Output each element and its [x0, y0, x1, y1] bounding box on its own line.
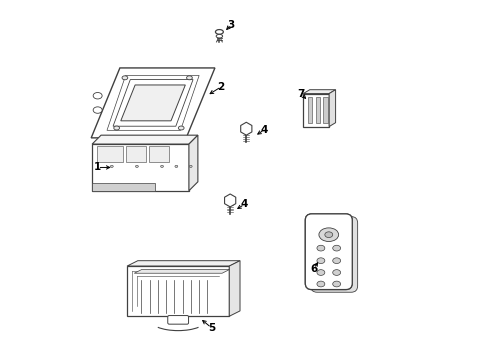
Polygon shape — [92, 135, 198, 144]
Polygon shape — [127, 261, 240, 266]
Ellipse shape — [110, 165, 113, 167]
Bar — [149, 146, 169, 162]
Polygon shape — [229, 261, 240, 316]
Ellipse shape — [189, 165, 192, 167]
Text: 4: 4 — [240, 199, 248, 210]
Polygon shape — [121, 85, 185, 121]
Ellipse shape — [160, 165, 163, 167]
Polygon shape — [303, 94, 328, 127]
Bar — [307, 97, 312, 123]
FancyBboxPatch shape — [310, 217, 357, 292]
Ellipse shape — [178, 126, 183, 130]
FancyBboxPatch shape — [167, 316, 188, 324]
Polygon shape — [303, 90, 335, 94]
Bar — [323, 97, 327, 123]
Polygon shape — [92, 144, 188, 191]
Ellipse shape — [324, 232, 332, 238]
Polygon shape — [188, 135, 198, 191]
Ellipse shape — [135, 165, 138, 167]
Ellipse shape — [216, 35, 222, 38]
Ellipse shape — [114, 126, 119, 130]
Ellipse shape — [316, 281, 324, 287]
FancyBboxPatch shape — [305, 214, 351, 289]
Ellipse shape — [93, 107, 102, 113]
Ellipse shape — [316, 245, 324, 251]
Text: 5: 5 — [207, 323, 215, 333]
Text: 7: 7 — [297, 89, 304, 99]
Ellipse shape — [122, 76, 127, 80]
Text: 4: 4 — [260, 125, 267, 135]
Polygon shape — [91, 68, 214, 138]
Text: 1: 1 — [94, 162, 101, 172]
Ellipse shape — [93, 93, 102, 99]
Bar — [92, 183, 155, 191]
Ellipse shape — [332, 258, 340, 264]
Bar — [126, 146, 145, 162]
Ellipse shape — [332, 245, 340, 251]
Ellipse shape — [316, 270, 324, 275]
Polygon shape — [134, 270, 229, 273]
Ellipse shape — [215, 30, 223, 34]
Ellipse shape — [186, 76, 192, 80]
Polygon shape — [127, 266, 229, 316]
Text: 6: 6 — [309, 264, 317, 274]
Ellipse shape — [175, 165, 178, 167]
Bar — [97, 146, 122, 162]
Ellipse shape — [332, 270, 340, 275]
Polygon shape — [328, 90, 335, 127]
Text: 3: 3 — [227, 20, 234, 30]
Ellipse shape — [332, 281, 340, 287]
FancyBboxPatch shape — [305, 214, 351, 289]
Ellipse shape — [316, 258, 324, 264]
Ellipse shape — [318, 228, 338, 242]
Text: 2: 2 — [217, 82, 224, 92]
Bar — [315, 97, 320, 123]
